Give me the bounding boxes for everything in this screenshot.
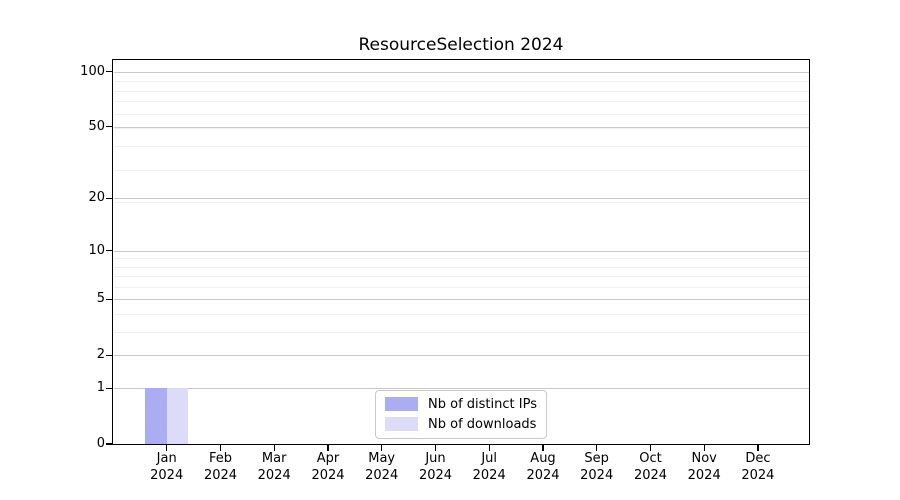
bar-distinct-ips-jan (145, 388, 167, 444)
gridline-major (113, 250, 809, 252)
chart-title: ResourceSelection 2024 (358, 35, 564, 55)
x-tick-label-jul: Jul 2024 (472, 451, 506, 483)
x-tick-mark (757, 444, 759, 451)
y-tick-mark (106, 298, 112, 301)
gridline-minor (113, 258, 809, 260)
gridline-major (113, 355, 809, 357)
y-tick-label: 50 (88, 118, 105, 134)
gridline-minor (113, 101, 809, 103)
gridline-minor (113, 90, 809, 92)
x-tick-label-jun: Jun 2024 (418, 451, 453, 483)
gridline-major (113, 388, 809, 390)
gridline-major (113, 299, 809, 301)
y-tick-label: 20 (88, 190, 105, 206)
gridline-minor (113, 202, 809, 204)
legend-swatch-downloads-icon (385, 417, 419, 431)
gridline-minor (113, 276, 809, 278)
gridline-minor (113, 128, 809, 130)
x-tick-mark (327, 444, 329, 451)
x-tick-mark (219, 444, 222, 451)
gridline-minor (113, 113, 809, 115)
x-tick-label-mar: Mar 2024 (257, 451, 291, 483)
x-tick-label-oct: Oct 2024 (633, 451, 668, 483)
legend-label-distinct-ips: Nb of distinct IPs (428, 396, 537, 412)
x-tick-mark (596, 444, 598, 451)
bar-downloads-jan (166, 388, 189, 444)
x-tick-mark (542, 444, 544, 451)
y-tick-mark (106, 354, 112, 357)
x-tick-mark (273, 444, 275, 451)
y-tick-label: 100 (80, 63, 105, 79)
x-tick-label-nov: Nov 2024 (687, 451, 721, 483)
y-tick-mark (106, 387, 112, 389)
plot-frame (112, 59, 811, 446)
y-tick-mark (106, 443, 112, 445)
gridline-minor (113, 314, 809, 316)
legend-item-distinct-ips: Nb of distinct IPs (385, 397, 537, 412)
y-tick-label: 1 (96, 380, 105, 396)
y-tick-mark (106, 197, 112, 200)
gridline-major (113, 126, 809, 128)
x-tick-label-apr: Apr 2024 (311, 451, 345, 483)
x-tick-label-feb: Feb 2024 (203, 451, 238, 483)
gridline-minor (113, 332, 809, 334)
x-tick-mark (703, 444, 705, 451)
gridline-major (113, 198, 809, 200)
gridline-minor (113, 146, 809, 148)
y-tick-label: 5 (96, 291, 105, 307)
x-tick-label-jan: Jan 2024 (150, 451, 184, 483)
y-tick-label: 0 (96, 436, 105, 451)
legend-item-downloads: Nb of downloads (385, 417, 537, 432)
x-tick-label-dec: Dec 2024 (741, 451, 775, 483)
x-tick-mark (434, 444, 437, 451)
x-tick-label-may: May 2024 (365, 451, 399, 483)
gridline-major (113, 71, 809, 73)
x-tick-mark (649, 444, 652, 451)
x-tick-mark (166, 444, 168, 451)
gridline-minor (113, 266, 809, 268)
y-tick-mark (106, 71, 112, 73)
gridline-minor (113, 287, 809, 288)
gridline-minor (113, 169, 809, 171)
legend: Nb of distinct IPs Nb of downloads (375, 389, 547, 439)
x-tick-mark (381, 444, 383, 451)
y-tick-label: 2 (96, 347, 105, 363)
y-tick-mark (106, 249, 112, 252)
x-tick-label-sep: Sep 2024 (580, 451, 614, 483)
y-tick-label: 10 (88, 242, 105, 258)
gridline-minor (113, 81, 809, 82)
legend-label-downloads: Nb of downloads (428, 416, 537, 432)
x-tick-mark (488, 444, 490, 451)
x-tick-label-aug: Aug 2024 (526, 451, 560, 483)
y-tick-mark (106, 126, 112, 128)
legend-swatch-distinct-ips-icon (385, 397, 419, 411)
